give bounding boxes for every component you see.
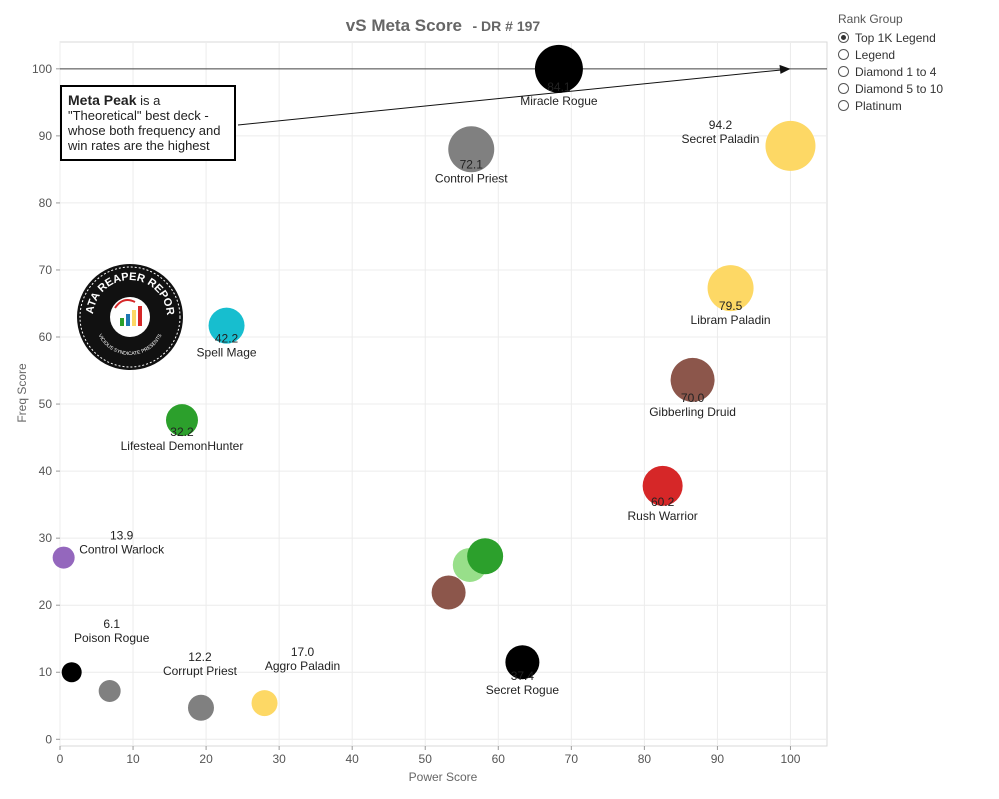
y-tick-label: 60 — [39, 330, 53, 344]
x-tick-label: 0 — [57, 752, 64, 766]
x-tick-label: 10 — [126, 752, 140, 766]
data-reaper-logo: DATA REAPER REPORT VICIOUS SYNDICATE PRE… — [75, 262, 183, 370]
legend-item-diamond-1-to-4[interactable]: Diamond 1 to 4 — [838, 63, 943, 80]
rank-group-legend: Rank Group Top 1K Legend Legend Diamond … — [838, 12, 943, 114]
point-name-label: Rush Warrior — [628, 509, 698, 523]
point-score-label: 12.2 — [188, 650, 212, 664]
x-tick-label: 70 — [565, 752, 579, 766]
data-points — [52, 44, 816, 721]
legend-item-label: Top 1K Legend — [855, 30, 936, 45]
data-point[interactable] — [61, 662, 82, 683]
y-tick-label: 90 — [39, 129, 53, 143]
data-point[interactable] — [98, 680, 121, 703]
y-tick-label: 10 — [39, 665, 53, 679]
data-point[interactable] — [534, 44, 583, 93]
chart-title-sub: - DR # 197 — [472, 18, 540, 34]
point-score-label: 84.1 — [547, 80, 571, 94]
data-point[interactable] — [187, 694, 214, 721]
data-point[interactable] — [642, 465, 683, 506]
data-point[interactable] — [467, 538, 504, 575]
data-point[interactable] — [165, 404, 198, 437]
x-axis-label: Power Score — [409, 770, 478, 784]
point-name-label: Secret Rogue — [486, 683, 560, 697]
y-axis-label: Freq Score — [15, 363, 29, 423]
data-point[interactable] — [251, 690, 278, 717]
y-tick-label: 50 — [39, 397, 53, 411]
y-tick-label: 80 — [39, 196, 53, 210]
legend-item-label: Diamond 5 to 10 — [855, 81, 944, 96]
data-point[interactable] — [448, 126, 495, 173]
point-score-label: 37.4 — [511, 669, 535, 683]
x-tick-label: 90 — [711, 752, 725, 766]
legend-item-label: Diamond 1 to 4 — [855, 64, 937, 79]
point-name-label: Lifesteal DemonHunter — [121, 439, 244, 453]
point-score-label: 79.5 — [719, 299, 743, 313]
annotation-heading: Meta Peak — [68, 92, 137, 108]
point-score-label: 72.1 — [460, 157, 484, 171]
point-name-label: Libram Paladin — [691, 313, 771, 327]
legend-item-diamond-5-to-10[interactable]: Diamond 5 to 10 — [838, 80, 943, 97]
point-name-label: Miracle Rogue — [520, 94, 598, 108]
x-tick-label: 20 — [199, 752, 213, 766]
point-name-label: Spell Mage — [197, 346, 257, 360]
point-score-label: 42.2 — [215, 332, 239, 346]
point-name-label: Gibberling Druid — [649, 405, 736, 419]
meta-peak-annotation: Meta Peak is a "Theoretical" best deck -… — [60, 85, 236, 161]
y-tick-label: 0 — [45, 732, 52, 746]
x-tick-label: 30 — [272, 752, 286, 766]
meta-peak-line — [60, 64, 827, 126]
x-tick-label: 60 — [492, 752, 506, 766]
chart-title-main: vS Meta Score — [346, 16, 462, 35]
data-point[interactable] — [208, 307, 245, 344]
radio-icon — [838, 32, 849, 43]
radio-icon — [838, 83, 849, 94]
data-point[interactable] — [431, 575, 466, 610]
legend-item-top-1k-legend[interactable]: Top 1K Legend — [838, 29, 943, 46]
x-tick-label: 50 — [419, 752, 433, 766]
legend-item-label: Legend — [855, 47, 896, 62]
y-tick-label: 30 — [39, 531, 53, 545]
point-name-label: Poison Rogue — [74, 631, 150, 645]
point-name-label: Secret Paladin — [681, 132, 759, 146]
chart-title: vS Meta Score - DR # 197 — [346, 16, 541, 35]
point-score-label: 6.1 — [103, 617, 120, 631]
y-tick-label: 40 — [39, 464, 53, 478]
legend-title: Rank Group — [838, 12, 903, 26]
x-tick-label: 80 — [638, 752, 652, 766]
point-name-label: Control Priest — [435, 171, 508, 185]
point-score-label: 70.0 — [681, 391, 705, 405]
data-point[interactable] — [505, 645, 540, 680]
radio-icon — [838, 66, 849, 77]
data-point[interactable] — [670, 357, 715, 402]
y-tick-label: 70 — [39, 263, 53, 277]
axes: 0 10 20 30 40 50 60 70 80 90 100 0 10 20 30 40 50 60 70 80 9… — [32, 62, 801, 766]
arrowhead-icon — [779, 64, 791, 74]
point-name-label: Control Warlock — [79, 543, 165, 557]
point-score-label: 13.9 — [110, 529, 134, 543]
x-tick-label: 100 — [780, 752, 800, 766]
y-tick-label: 100 — [32, 62, 52, 76]
point-score-label: 60.2 — [651, 495, 675, 509]
legend-item-label: Platinum — [855, 98, 902, 113]
data-point[interactable] — [765, 120, 816, 171]
point-name-label: Aggro Paladin — [265, 659, 340, 673]
data-point[interactable] — [707, 265, 754, 312]
radio-icon — [838, 49, 849, 60]
x-tick-label: 40 — [346, 752, 360, 766]
data-point[interactable] — [52, 546, 75, 569]
radio-icon — [838, 100, 849, 111]
y-tick-label: 20 — [39, 598, 53, 612]
legend-item-platinum[interactable]: Platinum — [838, 97, 943, 114]
point-score-label: 32.2 — [170, 425, 194, 439]
annotation-body: is a "Theoretical" best deck - whose bot… — [68, 93, 221, 153]
point-score-label: 17.0 — [291, 645, 315, 659]
legend-item-legend[interactable]: Legend — [838, 46, 943, 63]
point-score-label: 94.2 — [709, 118, 733, 132]
meta-peak-arrow — [237, 69, 783, 126]
point-name-label: Corrupt Priest — [163, 664, 238, 678]
